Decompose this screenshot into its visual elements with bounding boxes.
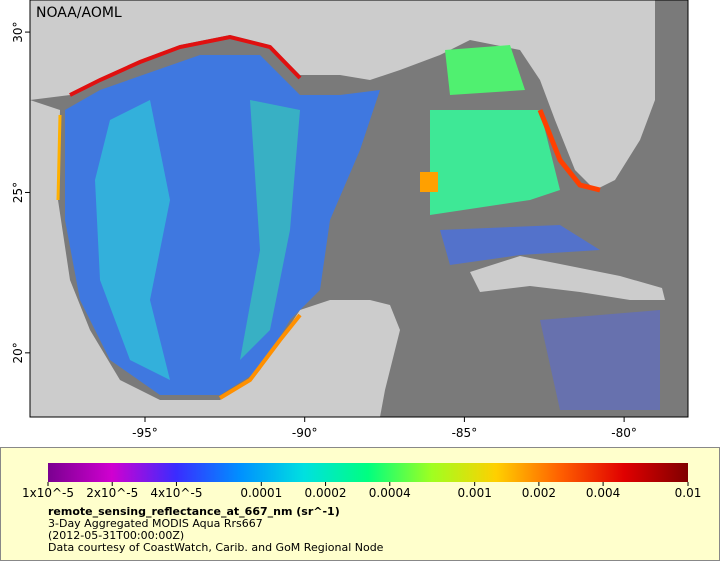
- data-swath-south: [440, 225, 600, 265]
- data-swath-northeast: [445, 45, 525, 95]
- colorbar: [48, 463, 688, 482]
- coastal-high: [69, 34, 302, 97]
- y-tick-label: 30°: [11, 21, 25, 42]
- x-tick-label: -90°: [292, 426, 318, 440]
- data-swath-center: [240, 100, 300, 360]
- colorbar-tick-label: 0.0004: [369, 486, 411, 500]
- coastal-high: [420, 172, 438, 192]
- colorbar-tick-label: 0.002: [522, 486, 556, 500]
- colorbar-tick-label: 0.0001: [240, 486, 282, 500]
- colorbar-tick-label: 4x10^-5: [150, 486, 202, 500]
- x-tick-label: -85°: [452, 426, 478, 440]
- y-tick-label: 25°: [11, 182, 25, 203]
- coastal-high: [218, 313, 302, 400]
- colorbar-tick-label: 2x10^-5: [86, 486, 138, 500]
- land-north: [30, 0, 655, 190]
- colorbar-tick-label: 0.0002: [305, 486, 347, 500]
- x-tick-label: -80°: [611, 426, 637, 440]
- map-frame: [29, 0, 689, 418]
- colorbar-tick-label: 0.001: [457, 486, 491, 500]
- caption-line: Data courtesy of CoastWatch, Carib. and …: [48, 541, 384, 554]
- y-tick-label: 20°: [11, 342, 25, 363]
- colorbar-tick-label: 0.004: [586, 486, 620, 500]
- map-area: [30, 0, 688, 417]
- coastal-high: [56, 114, 62, 201]
- coastal-high: [537, 109, 601, 193]
- data-swath-west-green: [95, 100, 170, 380]
- data-swath-caribbean: [540, 310, 660, 410]
- colorbar-tick-label: 1x10^-5: [22, 486, 74, 500]
- x-tick-label: -95°: [132, 426, 158, 440]
- caption-line: (2012-05-31T00:00:00Z): [48, 529, 184, 542]
- land-cuba: [470, 256, 665, 300]
- colorbar-tick-label: 0.01: [675, 486, 702, 500]
- colorbar-label: remote_sensing_reflectance_at_667_nm (sr…: [48, 505, 340, 518]
- map-title: NOAA/AOML: [36, 5, 122, 21]
- land-mexico: [30, 100, 400, 417]
- data-swath-east: [430, 110, 560, 215]
- caption-line: 3-Day Aggregated MODIS Aqua Rrs667: [48, 517, 263, 530]
